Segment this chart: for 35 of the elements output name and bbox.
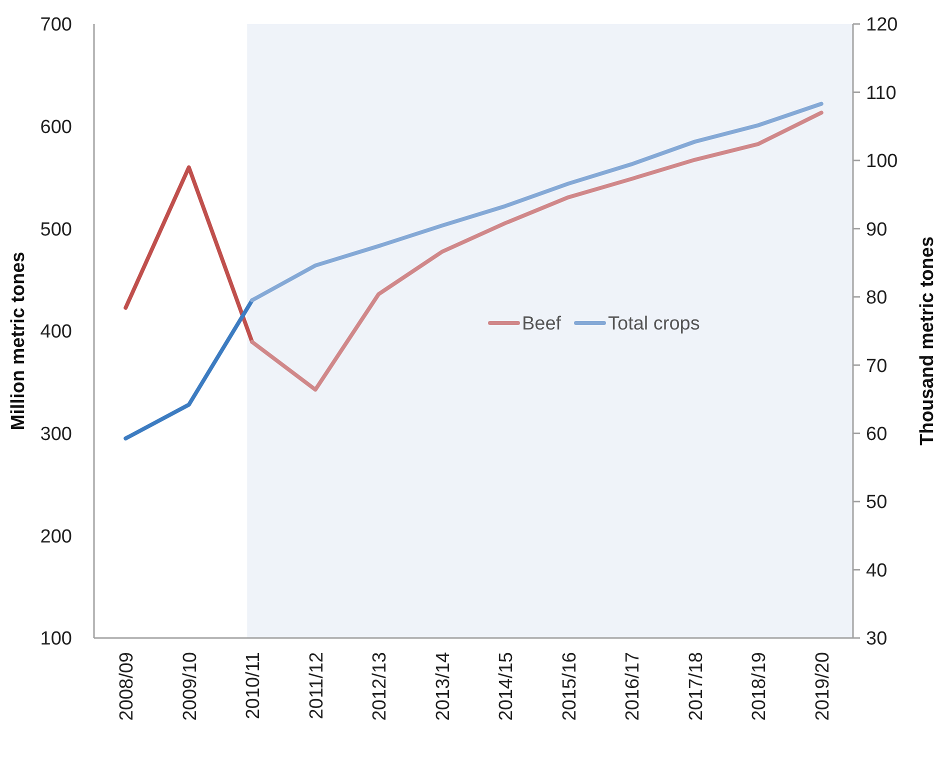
y2-tick-label: 90 xyxy=(866,219,888,240)
y-tick-label: 100 xyxy=(40,628,72,650)
y-tick-label: 300 xyxy=(40,424,72,445)
x-tick-label: 2017/18 xyxy=(686,652,707,721)
x-tick-label: 2011/12 xyxy=(306,652,328,720)
y2-tick-label: 70 xyxy=(866,356,888,377)
x-tick-label: 2018/19 xyxy=(749,652,770,721)
legend-label: Total crops xyxy=(608,314,700,335)
y2-tick-label: 110 xyxy=(866,82,896,104)
x-tick-label: 2010/11 xyxy=(243,652,264,720)
y2-axis-title: Thousand metric tones xyxy=(917,236,938,446)
x-tick-label: 2015/16 xyxy=(559,652,580,721)
y2-tick-label: 100 xyxy=(866,151,898,172)
y-tick-label: 200 xyxy=(40,526,72,548)
x-tick-label: 2016/17 xyxy=(622,652,644,721)
y2-tick-label: 60 xyxy=(866,424,888,445)
y-tick-label: 400 xyxy=(40,322,72,343)
y-axis-title: Million metric tones xyxy=(8,252,29,430)
line-series xyxy=(250,102,824,302)
legend-label: Beef xyxy=(522,314,562,335)
y2-tick-label: 30 xyxy=(866,628,888,650)
x-tick-label: 2009/10 xyxy=(180,652,201,721)
line-series xyxy=(250,110,824,392)
y2-tick-label: 40 xyxy=(866,560,888,582)
y-tick-label: 700 xyxy=(40,14,72,36)
x-tick-label: 2012/13 xyxy=(370,652,391,721)
y2-tick-label: 80 xyxy=(866,288,888,309)
y-tick-label: 600 xyxy=(40,116,72,138)
x-tick-label: 2019/20 xyxy=(812,652,834,721)
x-tick-label: 2014/15 xyxy=(496,652,518,721)
y-tick-label: 500 xyxy=(40,219,72,240)
y2-tick-label: 120 xyxy=(866,14,898,36)
x-tick-label: 2008/09 xyxy=(116,652,138,721)
x-tick-label: 2013/14 xyxy=(432,652,454,721)
y2-tick-label: 50 xyxy=(866,492,888,514)
